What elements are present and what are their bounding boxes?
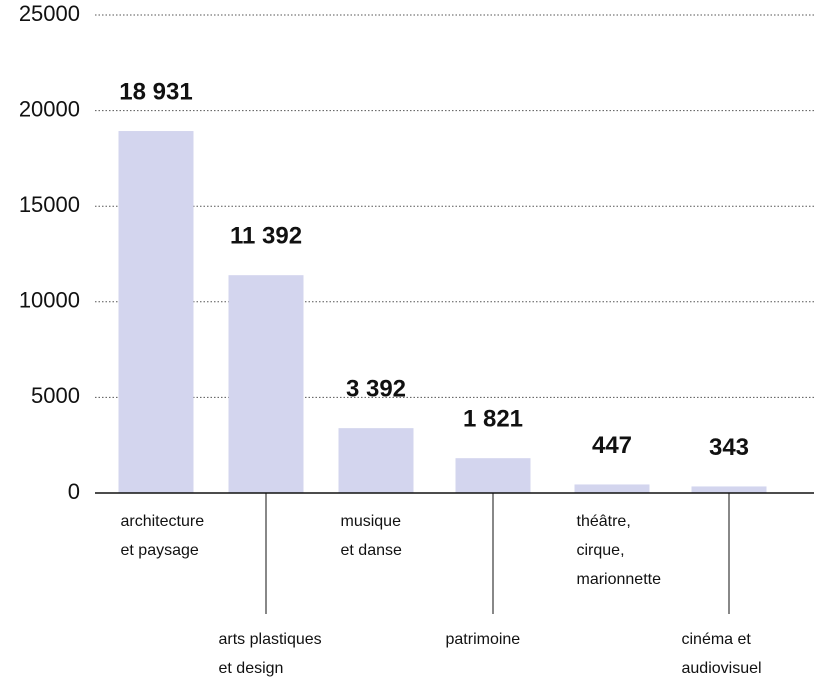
bar	[118, 131, 194, 493]
x-tick-label: et paysage	[121, 542, 199, 559]
x-tick-label: marionnette	[577, 571, 662, 588]
y-tick-label: 20000	[19, 96, 80, 121]
y-tick-label: 5000	[31, 383, 80, 408]
value-label: 3 392	[346, 375, 406, 402]
x-tick-label: cirque,	[577, 542, 625, 559]
x-tick-label: architecture	[121, 513, 205, 530]
value-label: 447	[592, 432, 632, 459]
x-tick-label: théâtre,	[577, 513, 631, 530]
value-label: 11 392	[230, 223, 302, 250]
x-tick-label: audiovisuel	[682, 660, 762, 677]
bar	[228, 275, 304, 493]
value-label: 343	[709, 434, 749, 461]
value-label: 1 821	[463, 406, 523, 433]
y-tick-label: 25000	[19, 1, 80, 26]
x-tick-label: cinéma et	[682, 631, 752, 648]
y-tick-label: 0	[68, 479, 80, 504]
y-tick-label: 10000	[19, 288, 80, 313]
bar	[691, 486, 767, 493]
x-tick-label: et danse	[341, 542, 402, 559]
x-tick-label: musique	[341, 513, 402, 530]
bar	[574, 484, 650, 493]
value-label: 18 931	[119, 78, 192, 105]
bar	[455, 458, 531, 493]
x-tick-label: et design	[219, 660, 284, 677]
x-tick-label: patrimoine	[446, 631, 521, 648]
y-tick-label: 15000	[19, 192, 80, 217]
x-tick-label: arts plastiques	[219, 631, 322, 648]
bar	[338, 428, 414, 493]
